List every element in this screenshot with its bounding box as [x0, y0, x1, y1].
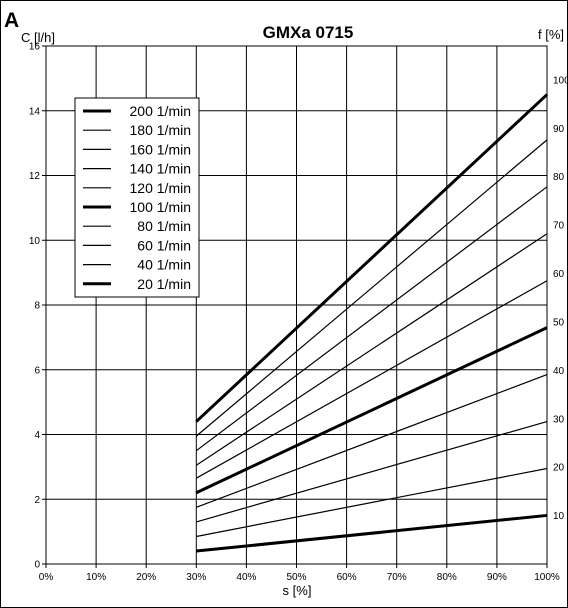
y2-tick-label: 70 [553, 221, 565, 232]
y2-tick-label: 90 [553, 124, 565, 135]
series-line-1201-rpm [196, 280, 548, 479]
y2-tick-label: 100 [553, 75, 567, 86]
y2-tick-label: 60 [553, 269, 565, 280]
series-line-401-rpm [196, 467, 548, 538]
y-tick-label: 12 [29, 171, 41, 182]
x-tick-label: 80% [437, 572, 457, 583]
series-line-2001-rpm [195, 93, 549, 423]
panel-letter: A [4, 9, 19, 32]
series-line-1801-rpm [195, 139, 548, 437]
x-axis-label: s [%] [283, 583, 312, 598]
x-tick-label: 10% [86, 572, 106, 583]
y-tick-label: 6 [34, 365, 40, 376]
x-tick-label: 100% [534, 572, 560, 583]
x-tick-label: 30% [186, 572, 206, 583]
legend-label: 100 1/min [130, 199, 191, 215]
legend-label: 200 1/min [130, 103, 191, 119]
y2-tick-label: 30 [553, 414, 565, 425]
y-tick-label: 14 [29, 106, 41, 117]
legend-label: 80 1/min [137, 218, 191, 234]
legend-label: 180 1/min [130, 122, 191, 138]
y-axis-label: C [l/h] [21, 30, 55, 45]
series-line-1401-rpm [195, 233, 548, 466]
x-tick-label: 0% [39, 572, 54, 583]
y2-tick-label: 80 [553, 172, 565, 183]
x-tick-label: 90% [487, 572, 507, 583]
y2-axis-label: f [%] [538, 27, 564, 42]
series-line-801-rpm [196, 374, 548, 508]
x-tick-label: 50% [286, 572, 306, 583]
y2-tick-label: 10 [553, 511, 565, 522]
series-line-1001-rpm [195, 326, 548, 495]
y-tick-label: 4 [34, 430, 40, 441]
x-tick-label: 20% [136, 572, 156, 583]
y-tick-label: 2 [34, 495, 40, 506]
chart-title: GMXa 0715 [263, 23, 354, 42]
legend-label: 140 1/min [130, 161, 191, 177]
legend-label: 160 1/min [130, 141, 191, 157]
legend-label: 60 1/min [137, 237, 191, 253]
y-tick-label: 8 [34, 301, 40, 312]
legend-label: 40 1/min [137, 257, 191, 273]
y2-tick-label: 40 [553, 366, 565, 377]
series-line-601-rpm [196, 420, 548, 523]
x-tick-label: 60% [337, 572, 357, 583]
series-line-201-rpm [196, 513, 548, 553]
y-tick-label: 16 [29, 42, 41, 53]
legend-label: 120 1/min [130, 180, 191, 196]
y-tick-label: 10 [29, 236, 41, 247]
y2-tick-label: 50 [553, 317, 565, 328]
legend-label: 20 1/min [137, 276, 191, 292]
y-tick-label: 0 [34, 560, 40, 571]
x-tick-label: 70% [387, 572, 407, 583]
series-line-1601-rpm [195, 186, 548, 452]
x-tick-label: 40% [236, 572, 256, 583]
y2-tick-label: 20 [553, 463, 565, 474]
legend-box [74, 97, 200, 298]
